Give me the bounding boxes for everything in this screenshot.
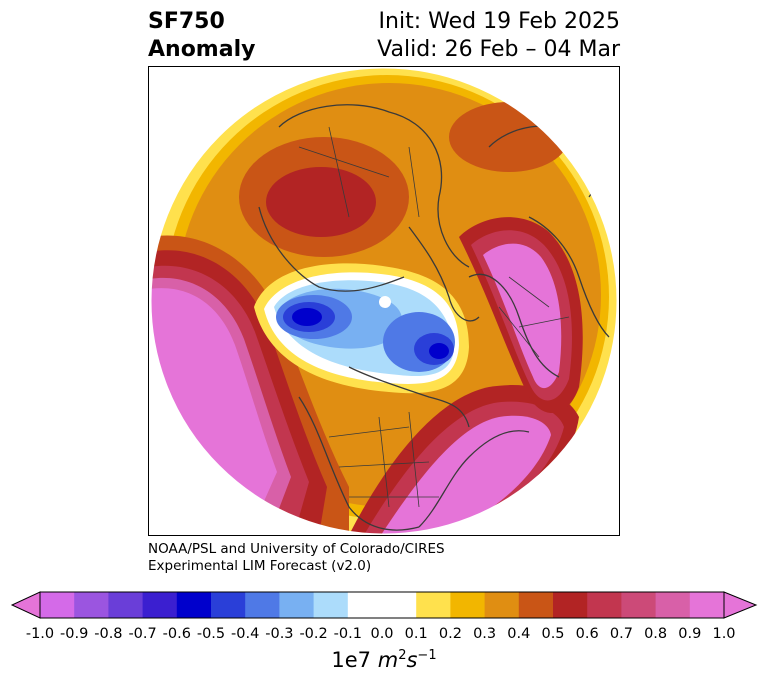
colorbar-segment	[689, 592, 725, 618]
colorbar-segment	[74, 592, 109, 618]
credit-text: NOAA/PSL and University of Colorado/CIRE…	[148, 541, 445, 575]
anomaly-map-svg	[150, 67, 618, 535]
units-base: 1e7	[331, 648, 378, 672]
colorbar-tick-label: 0.7	[609, 626, 633, 642]
greenland-negative-0.6	[429, 343, 449, 359]
borders	[298, 126, 570, 508]
colorbar-segment	[142, 592, 178, 618]
pole-neutral	[379, 296, 391, 308]
colorbar-tick-label: 0.2	[438, 626, 462, 642]
colorbar-tick-label: 1.0	[712, 626, 736, 642]
colorbar-segment	[621, 592, 657, 618]
colorbar-tick-label: 0.1	[404, 626, 428, 642]
colorbar-tick-label: 0.9	[678, 626, 702, 642]
colorbar-tick-label: -0.7	[128, 626, 157, 642]
colorbar-extend-max	[723, 591, 758, 619]
colorbar-segment	[40, 592, 75, 618]
units-s: s	[406, 648, 418, 672]
credit-line-2: Experimental LIM Forecast (v2.0)	[148, 558, 372, 574]
colorbar-tick-label: 0.6	[575, 626, 599, 642]
colorbar-segment	[108, 592, 144, 618]
colorbar-tick-label: -0.2	[299, 626, 328, 642]
colorbar-segment	[313, 592, 349, 618]
colorbar-tick-label: -0.9	[60, 626, 89, 642]
siberia-anomaly-0.5	[266, 167, 376, 237]
colorbar-tick-labels: -1.0 -0.9 -0.8 -0.7 -0.6 -0.5 -0.4 -0.3 -0.2 -0.1…	[0, 626, 768, 646]
colorbar-units: 1e7 m2s−1	[0, 648, 768, 672]
colorbar-segment	[279, 592, 315, 618]
variable-label: SF750	[148, 9, 225, 34]
units-s-exp: −1	[417, 648, 437, 663]
colorbar	[10, 591, 758, 619]
colorbar-segment	[553, 592, 588, 618]
colorbar-tick-label: 0.4	[507, 626, 531, 642]
units-m-exp: 2	[398, 648, 407, 663]
colorbar-segment	[484, 592, 520, 618]
colorbar-tick-label: -0.6	[162, 626, 191, 642]
colorbar-segment	[176, 592, 212, 618]
colorbar-tick-label: 0.0	[370, 626, 394, 642]
colorbar-segment	[450, 592, 486, 618]
siberia-negative-0.6	[292, 308, 322, 326]
coastlines	[258, 104, 610, 531]
colorbar-segment	[347, 592, 383, 618]
colorbar-extend-min	[10, 591, 41, 619]
units-m: m	[377, 648, 399, 672]
colorbar-segments	[40, 592, 725, 618]
colorbar-tick-label: -0.8	[94, 626, 123, 642]
colorbar-segment	[382, 592, 417, 618]
colorbar-tick-label: 0.8	[644, 626, 668, 642]
field-label: Anomaly	[148, 37, 256, 62]
europe-anomaly-0.9	[483, 243, 562, 389]
map-title: SF750 Anomaly	[148, 8, 255, 64]
valid-date: Valid: 26 Feb – 04 Mar	[377, 37, 620, 62]
credit-line-1: NOAA/PSL and University of Colorado/CIRE…	[148, 541, 445, 557]
colorbar-outline	[39, 591, 725, 619]
colorbar-tick-label: 0.3	[473, 626, 497, 642]
colorbar-segment	[416, 592, 451, 618]
init-date: Init: Wed 19 Feb 2025	[378, 9, 620, 34]
colorbar-segment	[587, 592, 622, 618]
nw-anomaly-0.4	[449, 102, 569, 172]
colorbar-segment	[211, 592, 246, 618]
colorbar-tick-label: -0.5	[196, 626, 226, 642]
colorbar-tick-label: -0.1	[333, 626, 362, 642]
east-na-anomaly-0.9	[381, 415, 551, 534]
colorbar-tick-label: -0.4	[231, 626, 260, 642]
polar-map	[148, 66, 620, 536]
colorbar-tick-label: -1.0	[25, 626, 55, 642]
colorbar-tick-label: -0.3	[265, 626, 294, 642]
forecast-dates: Init: Wed 19 Feb 2025 Valid: 26 Feb – 04…	[377, 8, 620, 64]
colorbar-tick-label: 0.5	[541, 626, 565, 642]
colorbar-segment	[245, 592, 280, 618]
colorbar-segment	[655, 592, 691, 618]
colorbar-segment	[518, 592, 554, 618]
